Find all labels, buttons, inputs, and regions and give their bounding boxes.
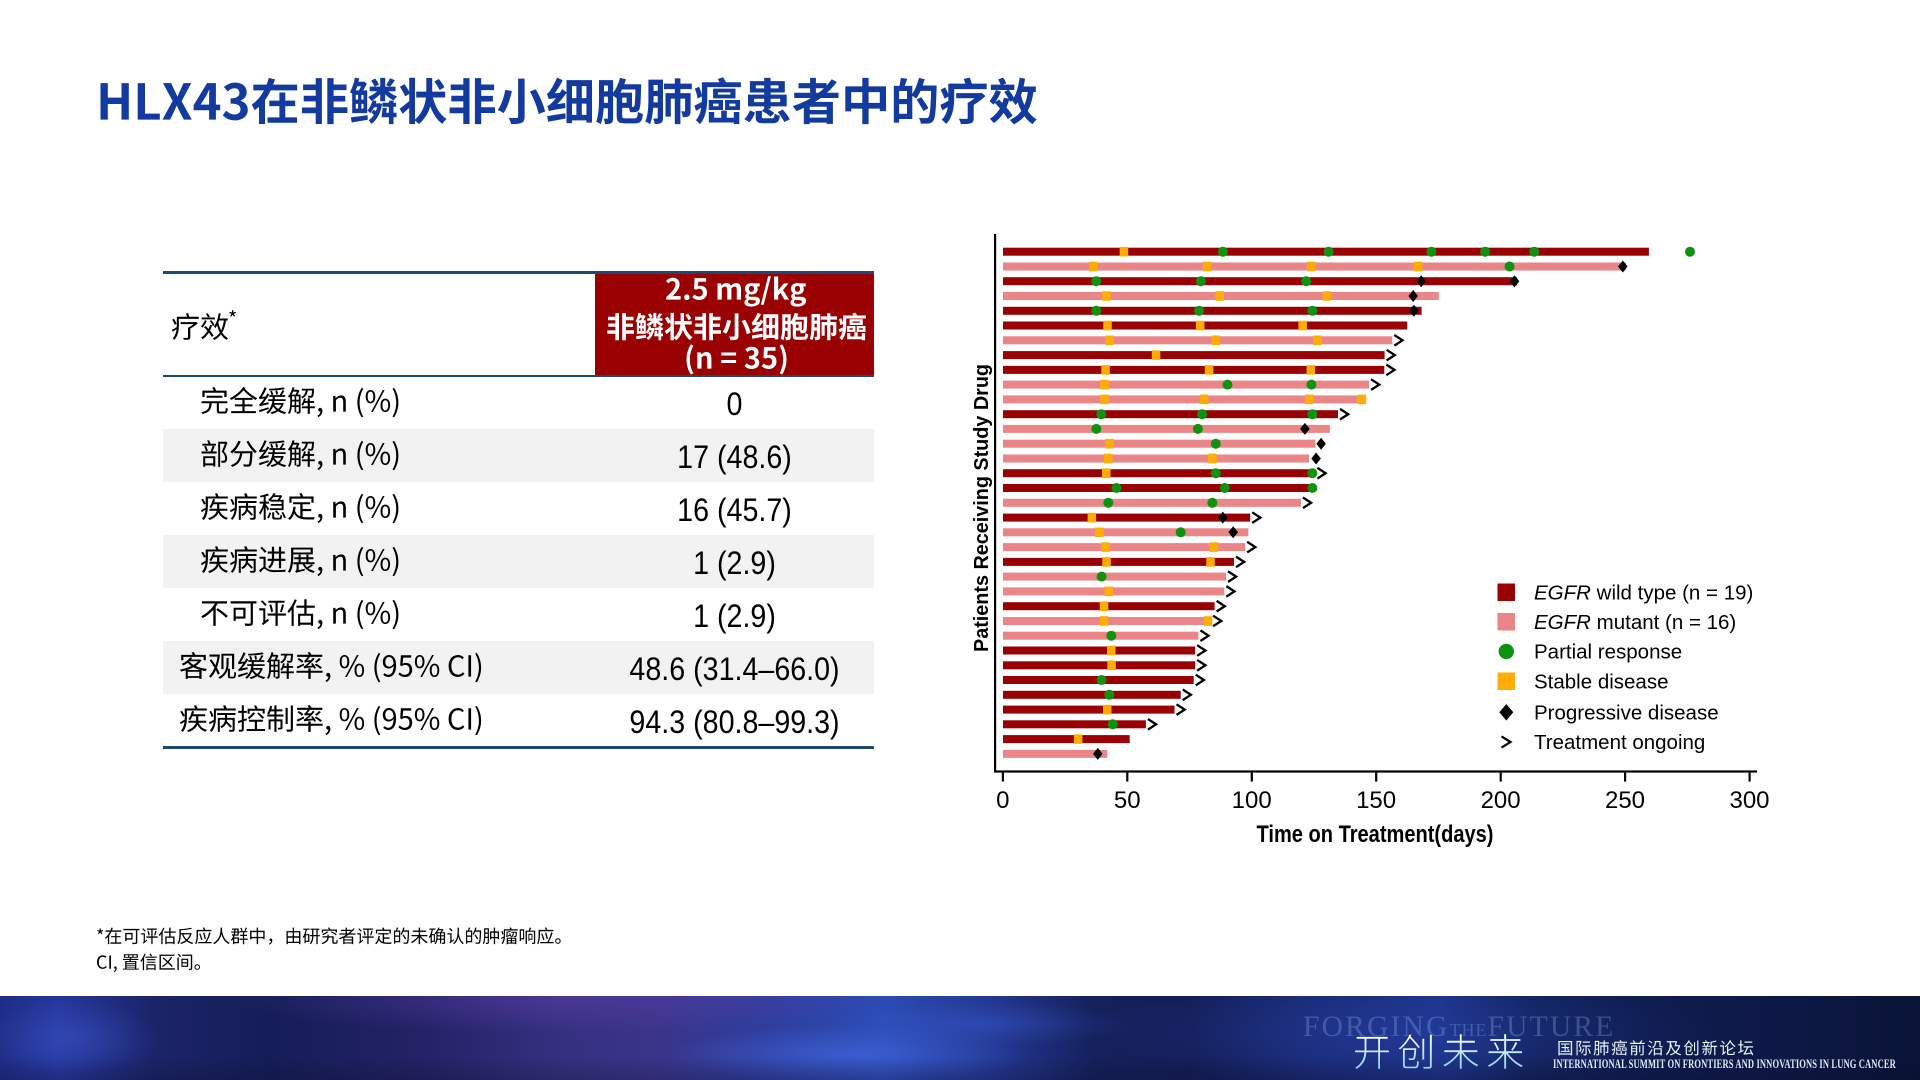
svg-text:Time on Treatment(days): Time on Treatment(days): [1257, 821, 1494, 848]
svg-text:Partial response: Partial response: [1534, 641, 1682, 664]
svg-text:0: 0: [996, 787, 1009, 814]
svg-text:150: 150: [1356, 787, 1396, 814]
svg-text:Treatment ongoing: Treatment ongoing: [1534, 731, 1705, 754]
svg-text:50: 50: [1114, 787, 1141, 814]
svg-text:Patients Receiving Study Drug: Patients Receiving Study Drug: [971, 364, 993, 652]
svg-text:Stable disease: Stable disease: [1534, 670, 1668, 693]
svg-text:250: 250: [1605, 787, 1645, 814]
svg-text:100: 100: [1232, 787, 1272, 814]
svg-text:EGFR wild type (n = 19): EGFR wild type (n = 19): [1534, 582, 1753, 605]
svg-text:EGFR mutant (n = 16): EGFR mutant (n = 16): [1534, 611, 1736, 634]
svg-text:200: 200: [1481, 787, 1521, 814]
svg-text:Progressive disease: Progressive disease: [1534, 702, 1719, 725]
svg-text:300: 300: [1729, 787, 1769, 814]
